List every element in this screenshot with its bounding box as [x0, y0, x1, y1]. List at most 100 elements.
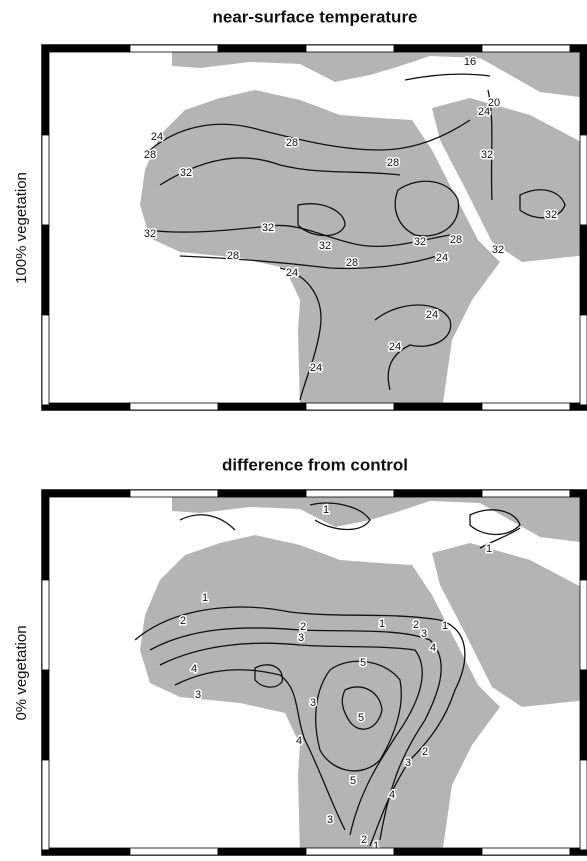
frame-segment — [41, 489, 131, 498]
contour-label: 5 — [360, 657, 366, 669]
frame-segment — [481, 489, 571, 498]
contour-label: 32 — [481, 149, 493, 161]
frame-segment — [41, 134, 50, 226]
frame-segment — [393, 489, 483, 498]
map-frame — [41, 44, 587, 411]
frame-segment — [41, 579, 50, 671]
contour-label: 4 — [389, 789, 395, 801]
contour-label: 4 — [296, 735, 302, 747]
frame-segment — [41, 314, 50, 406]
contour-label: 1 — [442, 620, 448, 632]
frame-segment — [41, 489, 50, 581]
frame-segment — [41, 44, 50, 136]
contour-label: 2 — [413, 619, 419, 631]
frame-segment — [569, 402, 587, 411]
frame-segment — [41, 44, 131, 53]
frame-segment — [579, 579, 587, 671]
contour-label: 24 — [286, 267, 298, 279]
contour-label: 4 — [191, 663, 197, 675]
frame-segment — [217, 847, 307, 856]
frame-segment — [129, 402, 219, 411]
contours — [134, 502, 521, 847]
frame-segment — [41, 402, 131, 411]
frame-segment — [569, 44, 587, 53]
contour-label: 3 — [327, 814, 333, 826]
frame-segment — [481, 402, 571, 411]
contour-label: 2 — [180, 615, 186, 627]
frame-segment — [129, 489, 219, 498]
frame-segment — [393, 847, 483, 856]
contour-label: 1 — [379, 618, 385, 630]
panel-title: near-surface temperature — [212, 7, 417, 26]
contour-label: 32 — [180, 167, 192, 179]
frame-segment — [579, 314, 587, 406]
contour-label: 28 — [227, 250, 239, 262]
contour-label: 24 — [478, 106, 490, 118]
frame-segment — [129, 847, 219, 856]
frame-segment — [481, 847, 571, 856]
panel-title: difference from control — [222, 455, 408, 474]
frame-segment — [217, 44, 307, 53]
contour-label: 3 — [421, 628, 427, 640]
contour-label: 20 — [488, 97, 500, 109]
contour-label: 28 — [286, 137, 298, 149]
contour-label: 32 — [144, 228, 156, 240]
frame-segment — [41, 669, 50, 761]
contour-label: 3 — [195, 689, 201, 701]
contour-label: 28 — [450, 234, 462, 246]
contour-label: 1 — [202, 592, 208, 604]
frame-segment — [41, 849, 50, 856]
contour-label: 16 — [464, 56, 476, 68]
frame-segment — [305, 44, 395, 53]
contour-label: 1 — [373, 840, 379, 852]
map-frame — [41, 489, 587, 856]
contours — [144, 73, 566, 401]
contour-label: 32 — [262, 222, 274, 234]
contour-label: 2 — [300, 621, 306, 633]
contour-label: 1 — [323, 504, 329, 516]
frame-segment — [579, 489, 587, 581]
frame-segment — [393, 402, 483, 411]
frame-segment — [579, 669, 587, 761]
contour-label: 24 — [151, 131, 163, 143]
side-label: 100% vegetation — [13, 172, 30, 284]
frame-segment — [569, 489, 587, 498]
frame-segment — [217, 402, 307, 411]
frame-segment — [129, 44, 219, 53]
frame-segment — [305, 489, 395, 498]
frame-segment — [481, 44, 571, 53]
contour-label: 28 — [387, 157, 399, 169]
contour-label: 32 — [492, 244, 504, 256]
contour-label: 2 — [422, 746, 428, 758]
contour-label: 3 — [405, 757, 411, 769]
frame-segment — [305, 402, 395, 411]
contour-label: 24 — [436, 252, 448, 264]
frame-segment — [41, 847, 131, 856]
frame-segment — [579, 404, 587, 411]
contour-label: 24 — [310, 362, 322, 374]
frame-segment — [41, 224, 50, 316]
frame-segment — [393, 44, 483, 53]
contour-label: 3 — [298, 632, 304, 644]
contour-label: 24 — [426, 309, 438, 321]
frame-segment — [569, 847, 587, 856]
contour-label: 32 — [545, 209, 557, 221]
contour-label: 4 — [430, 642, 436, 654]
contour-label: 24 — [389, 341, 401, 353]
frame-segment — [579, 849, 587, 856]
contour-label: 5 — [350, 775, 356, 787]
frame-segment — [305, 847, 395, 856]
frame-segment — [217, 489, 307, 498]
frame-segment — [579, 224, 587, 316]
frame-segment — [41, 759, 50, 851]
frame-segment — [579, 759, 587, 851]
contour-label: 3 — [310, 697, 316, 709]
map-panel: 1 1 1 2 2 3 1 4 3 5 3 5 4 2 3 1 4 2 3 5 … — [41, 489, 587, 856]
contour-label: 28 — [144, 149, 156, 161]
frame-segment — [579, 134, 587, 226]
contour-label: 2 — [361, 834, 367, 846]
side-label: 0% vegetation — [13, 625, 30, 720]
contour-label: 5 — [358, 712, 364, 724]
contour-label: 32 — [414, 236, 426, 248]
